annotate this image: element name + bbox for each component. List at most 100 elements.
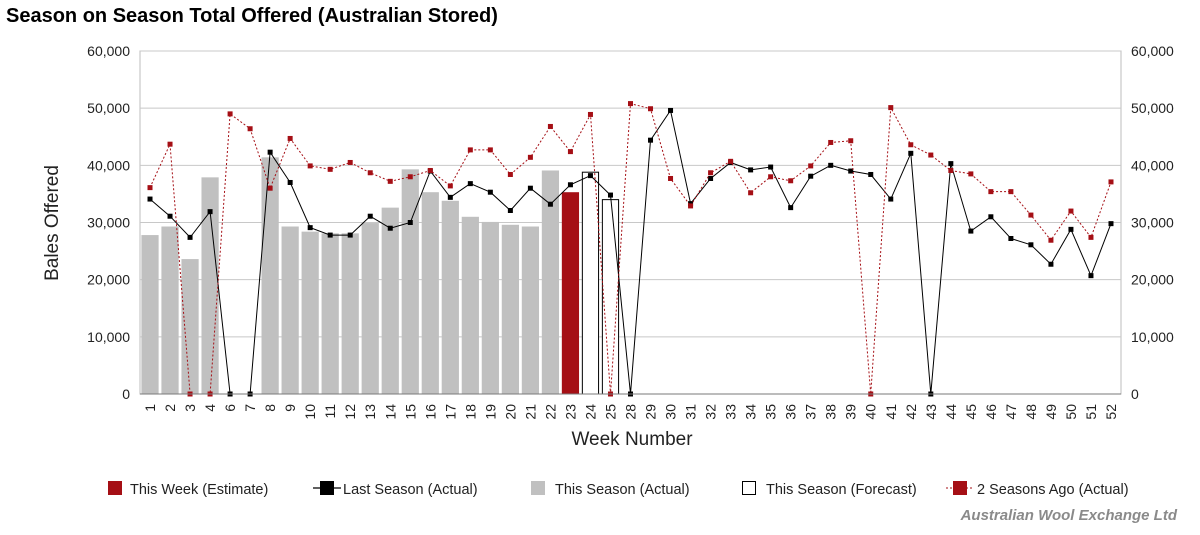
point [427, 167, 433, 173]
x-tick-label: 13 [362, 404, 378, 420]
x-tick-label: 51 [1083, 404, 1099, 420]
point [287, 135, 293, 141]
x-axis-label: Week Number [571, 429, 693, 450]
x-tick-label: 45 [963, 404, 979, 420]
point [387, 225, 393, 231]
bar [361, 223, 379, 394]
legend-swatch-this-season-actual [531, 481, 545, 495]
bar [501, 224, 519, 394]
bar-series [141, 157, 620, 395]
x-tick-label: 31 [683, 404, 699, 420]
y-tick-label-right: 60,000 [1131, 43, 1174, 59]
legend-item-this-week: This Week (Estimate) [108, 481, 268, 498]
point [507, 207, 513, 213]
x-tick-label: 4 [202, 404, 218, 412]
legend-item-two-seasons-ago: 2 Seasons Ago (Actual) [946, 481, 1129, 498]
x-tick-label: 22 [542, 404, 558, 420]
x-tick-label: 12 [342, 404, 358, 420]
point [187, 234, 193, 240]
point [1028, 212, 1034, 218]
x-tick-label: 41 [883, 404, 899, 420]
x-tick-label: 32 [703, 404, 719, 420]
point [567, 149, 573, 155]
point [547, 201, 553, 207]
point [347, 159, 353, 165]
x-tick-label: 25 [602, 404, 618, 420]
point [888, 196, 894, 202]
x-tick-label: 18 [462, 404, 478, 420]
point [648, 106, 654, 112]
x-tick-label: 1 [142, 404, 158, 412]
point [1048, 261, 1054, 267]
y-tick-label-right: 10,000 [1131, 329, 1174, 345]
legend-item-last-season: Last Season (Actual) [313, 481, 478, 498]
point [908, 150, 914, 156]
point [948, 167, 954, 173]
point [407, 220, 413, 225]
bar [401, 169, 419, 394]
point [1008, 236, 1014, 242]
point [247, 126, 253, 132]
legend-swatch-this-season-forecast [742, 481, 756, 495]
x-tick-label: 10 [302, 404, 318, 420]
point [447, 194, 453, 200]
point [167, 213, 173, 219]
point [788, 205, 794, 211]
x-tick-label: 36 [783, 404, 799, 420]
x-tick-label: 43 [923, 404, 939, 420]
y-tick-label-right: 50,000 [1131, 100, 1174, 116]
point [748, 167, 754, 173]
point [908, 142, 914, 148]
point [527, 154, 533, 160]
point [327, 166, 333, 172]
point [988, 189, 994, 195]
legend-swatch-last-season [320, 481, 334, 495]
bar [521, 226, 540, 394]
x-tick-label: 8 [262, 404, 278, 412]
bar [581, 171, 600, 395]
bar [161, 226, 179, 394]
point [688, 203, 694, 209]
bar [281, 226, 299, 394]
x-tick-label: 48 [1023, 404, 1039, 420]
bar [261, 157, 279, 394]
point [487, 189, 493, 195]
legend-label-this-season-actual: This Season (Actual) [555, 482, 690, 498]
point [367, 170, 373, 176]
x-tick-label: 28 [623, 404, 639, 420]
point [748, 190, 754, 196]
point [387, 178, 393, 184]
point [808, 173, 814, 179]
point [828, 162, 834, 168]
bar [601, 199, 620, 395]
point [848, 138, 854, 144]
point [768, 174, 774, 180]
bar [481, 221, 499, 394]
point [1008, 189, 1014, 195]
point [487, 147, 493, 153]
point [407, 174, 413, 180]
y-tick-label-right: 40,000 [1131, 157, 1174, 173]
point [668, 175, 674, 181]
point [1108, 179, 1114, 185]
point [1088, 234, 1094, 240]
point [267, 149, 273, 155]
bar [181, 259, 199, 394]
x-tick-label: 44 [943, 404, 959, 420]
point [968, 228, 974, 234]
point [788, 178, 794, 184]
point [708, 175, 714, 181]
source-credit: Australian Wool Exchange Ltd [960, 507, 1178, 524]
x-tick-label: 39 [843, 404, 859, 420]
point [868, 171, 874, 177]
point [167, 141, 173, 147]
x-tick-label: 20 [502, 404, 518, 420]
y-tick-label-left: 60,000 [87, 43, 130, 59]
point [648, 137, 654, 143]
y-tick-label-right: 20,000 [1131, 272, 1174, 288]
legend-label-this-week: This Week (Estimate) [130, 482, 268, 498]
y-tick-label-right: 0 [1131, 386, 1139, 402]
x-tick-label: 29 [643, 404, 659, 420]
x-tick-label: 50 [1063, 404, 1079, 420]
